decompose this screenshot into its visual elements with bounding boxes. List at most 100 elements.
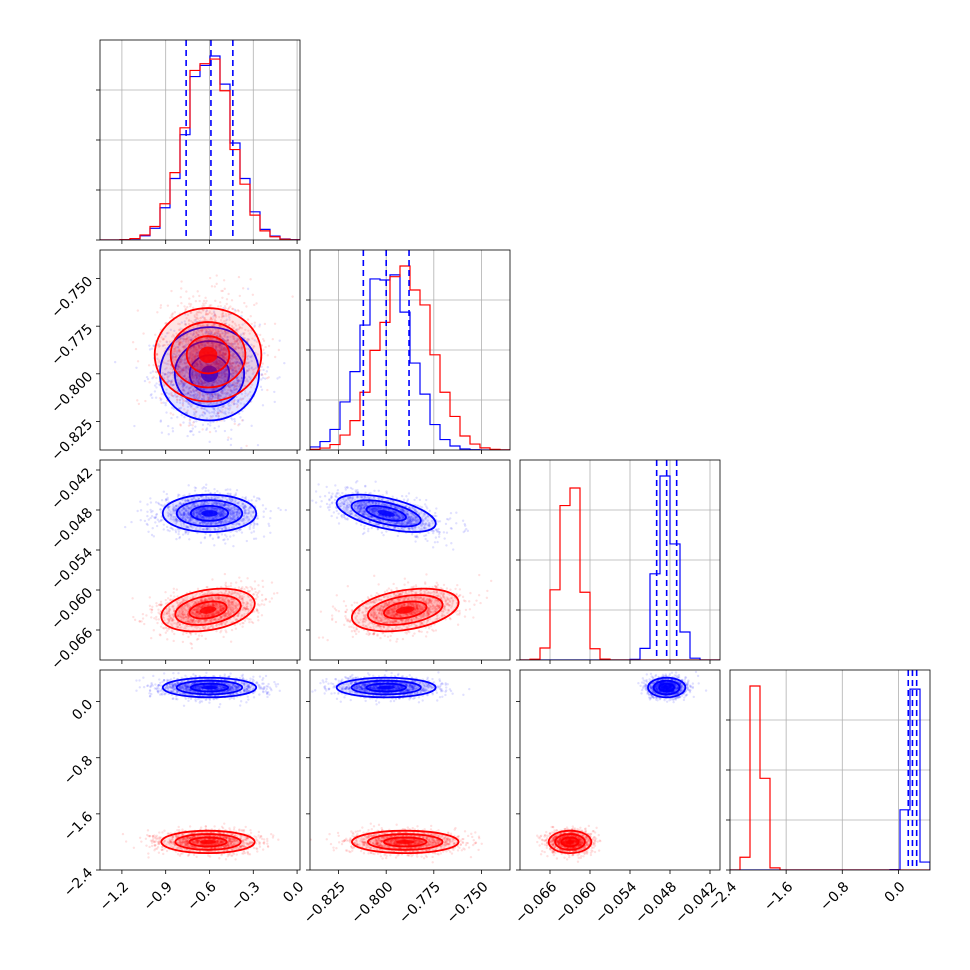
scatter-point xyxy=(198,360,202,364)
scatter-point xyxy=(223,606,226,609)
scatter-point xyxy=(205,501,209,504)
scatter-point xyxy=(220,348,223,351)
scatter-point xyxy=(185,290,188,293)
scatter-point xyxy=(233,500,237,504)
scatter-point xyxy=(162,344,165,347)
scatter-point xyxy=(229,357,232,361)
scatter-point xyxy=(202,402,205,405)
scatter-point xyxy=(219,511,223,515)
scatter-point xyxy=(196,364,199,368)
scatter-point xyxy=(224,332,227,335)
scatter-point xyxy=(220,522,223,526)
scatter-point xyxy=(145,375,149,379)
scatter-point xyxy=(202,364,205,368)
scatter-point xyxy=(168,374,171,377)
scatter-point xyxy=(232,400,235,404)
scatter-point xyxy=(223,368,226,371)
scatter-point xyxy=(165,366,168,370)
scatter-point xyxy=(213,361,216,365)
scatter-point xyxy=(221,289,224,293)
scatter-point xyxy=(206,528,210,531)
scatter-point xyxy=(219,511,223,514)
scatter-point xyxy=(230,374,234,377)
scatter-point xyxy=(233,385,236,388)
scatter-point xyxy=(203,345,206,348)
scatter-point xyxy=(231,353,235,357)
scatter-point xyxy=(210,384,214,387)
scatter-point xyxy=(191,504,194,508)
scatter-point xyxy=(219,305,222,308)
scatter-point xyxy=(197,345,200,348)
scatter-point xyxy=(218,346,221,350)
scatter-point xyxy=(149,394,152,397)
scatter-point xyxy=(187,391,190,394)
scatter-point xyxy=(178,365,181,368)
axis-frame xyxy=(99,249,301,451)
scatter-point xyxy=(172,509,175,513)
scatter-point xyxy=(260,373,263,377)
scatter-point xyxy=(180,514,183,517)
scatter-point xyxy=(243,510,247,514)
scatter-point xyxy=(222,373,225,376)
histogram-panel-1 xyxy=(306,249,511,454)
scatter-point xyxy=(184,509,187,512)
scatter-point xyxy=(180,369,183,373)
scatter-point xyxy=(224,312,228,316)
scatter-point xyxy=(159,340,162,343)
scatter-point xyxy=(235,339,239,342)
scatter-point xyxy=(186,499,190,502)
scatter-point xyxy=(198,396,201,399)
scatter-point xyxy=(171,383,175,387)
scatter-point xyxy=(209,398,212,401)
scatter-point xyxy=(233,388,237,392)
scatter-point xyxy=(230,497,234,501)
scatter-point xyxy=(197,511,201,515)
scatter-point xyxy=(198,328,202,332)
scatter-point xyxy=(229,508,232,511)
scatter-point xyxy=(196,317,200,320)
scatter-point xyxy=(238,366,241,369)
scatter-point xyxy=(266,376,269,380)
scatter-point xyxy=(225,503,229,507)
scatter-point xyxy=(249,278,252,281)
scatter-point xyxy=(182,381,185,384)
scatter-point xyxy=(189,405,192,408)
scatter-point xyxy=(221,331,224,335)
scatter-point xyxy=(235,328,238,331)
scatter-point xyxy=(220,371,223,375)
scatter-point xyxy=(189,517,192,520)
scatter-point xyxy=(213,515,217,519)
scatter-point xyxy=(225,318,229,321)
scatter-point xyxy=(227,506,231,509)
scatter-point xyxy=(221,354,224,357)
scatter-point xyxy=(233,337,236,341)
scatter-point xyxy=(233,322,237,325)
scatter-point xyxy=(202,381,205,385)
scatter-point xyxy=(165,341,168,344)
scatter-point xyxy=(213,396,217,400)
scatter-point xyxy=(145,522,148,526)
scatter-point xyxy=(226,517,229,520)
scatter-point xyxy=(195,376,199,380)
scatter-point xyxy=(215,396,219,399)
scatter-point xyxy=(202,528,205,532)
scatter-point xyxy=(203,536,206,540)
scatter-point xyxy=(154,370,157,374)
scatter-point xyxy=(186,385,189,388)
scatter-point xyxy=(230,391,233,395)
scatter-point xyxy=(214,342,217,345)
scatter-point xyxy=(210,331,213,335)
scatter-point xyxy=(215,361,219,364)
scatter-point xyxy=(258,325,261,328)
scatter-point xyxy=(221,390,224,393)
scatter-point xyxy=(184,532,187,535)
scatter-point xyxy=(227,505,230,508)
scatter-point xyxy=(237,523,241,526)
scatter-point xyxy=(251,293,255,296)
scatter-point xyxy=(180,342,184,345)
scatter-point xyxy=(226,504,230,507)
scatter-point xyxy=(242,507,246,511)
scatter-point xyxy=(154,521,157,524)
scatter-point xyxy=(230,517,234,520)
scatter-point xyxy=(166,496,169,500)
